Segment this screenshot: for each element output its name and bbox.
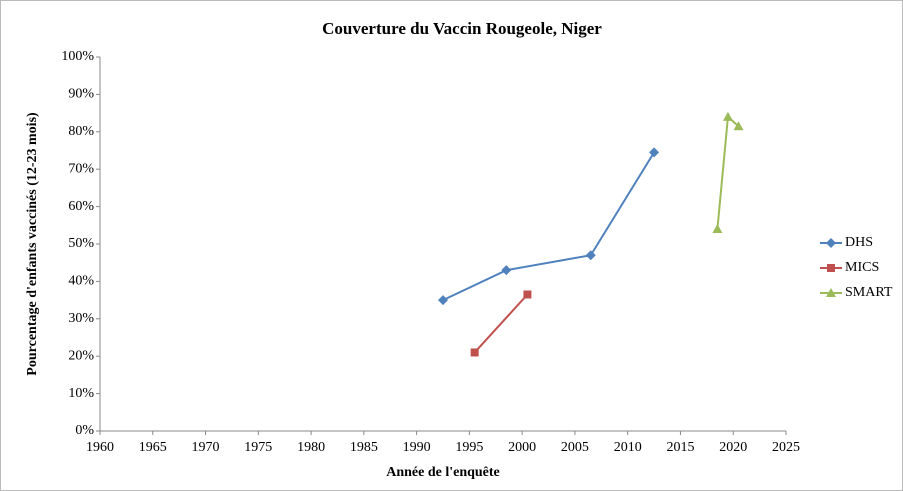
y-tick-label: 90% [68, 87, 94, 102]
y-axis-title: Pourcentage d'enfants vaccinés (12-23 mo… [25, 112, 40, 376]
x-tick-label: 2000 [508, 440, 536, 455]
y-tick-label: 50% [68, 236, 94, 251]
y-tick-label: 60% [68, 199, 94, 214]
x-tick-label: 2005 [561, 440, 589, 455]
legend-marker [827, 264, 835, 272]
x-tick-label: 1985 [350, 440, 378, 455]
y-tick-label: 100% [61, 49, 94, 64]
x-tick-label: 1965 [139, 440, 167, 455]
y-tick-label: 0% [75, 423, 94, 438]
y-tick-label: 20% [68, 348, 94, 363]
series-line [473, 293, 529, 354]
x-tick-label: 1975 [244, 440, 272, 455]
y-tick-label: 40% [68, 274, 94, 289]
x-tick-label: 2020 [719, 440, 747, 455]
marker [712, 224, 723, 234]
legend-marker [826, 288, 836, 297]
marker [733, 121, 744, 131]
x-tick-label: 1990 [403, 440, 431, 455]
marker [470, 348, 479, 357]
y-tick-label: 10% [68, 386, 94, 401]
x-tick-label: 1970 [192, 440, 220, 455]
series-line [442, 151, 655, 302]
x-tick-label: 2010 [614, 440, 642, 455]
y-tick-label: 80% [68, 124, 94, 139]
legend-label: MICS [845, 260, 879, 275]
legend-label: SMART [845, 285, 893, 300]
marker [438, 295, 448, 306]
marker [722, 111, 733, 121]
x-axis-title: Année de l'enquête [386, 465, 500, 480]
marker [649, 147, 660, 158]
legend-label: DHS [845, 235, 873, 250]
x-tick-label: 2025 [772, 440, 800, 455]
marker [523, 290, 532, 299]
x-tick-label: 2015 [666, 440, 694, 455]
x-tick-label: 1995 [455, 440, 483, 455]
y-tick-label: 30% [68, 311, 94, 326]
legend-marker [826, 238, 836, 248]
y-tick-label: 70% [68, 161, 94, 176]
x-tick-label: 1960 [86, 440, 114, 455]
chart-title: Couverture du Vaccin Rougeole, Niger [322, 19, 602, 38]
marker [585, 250, 596, 261]
x-tick-label: 1980 [297, 440, 325, 455]
marker [501, 265, 512, 276]
